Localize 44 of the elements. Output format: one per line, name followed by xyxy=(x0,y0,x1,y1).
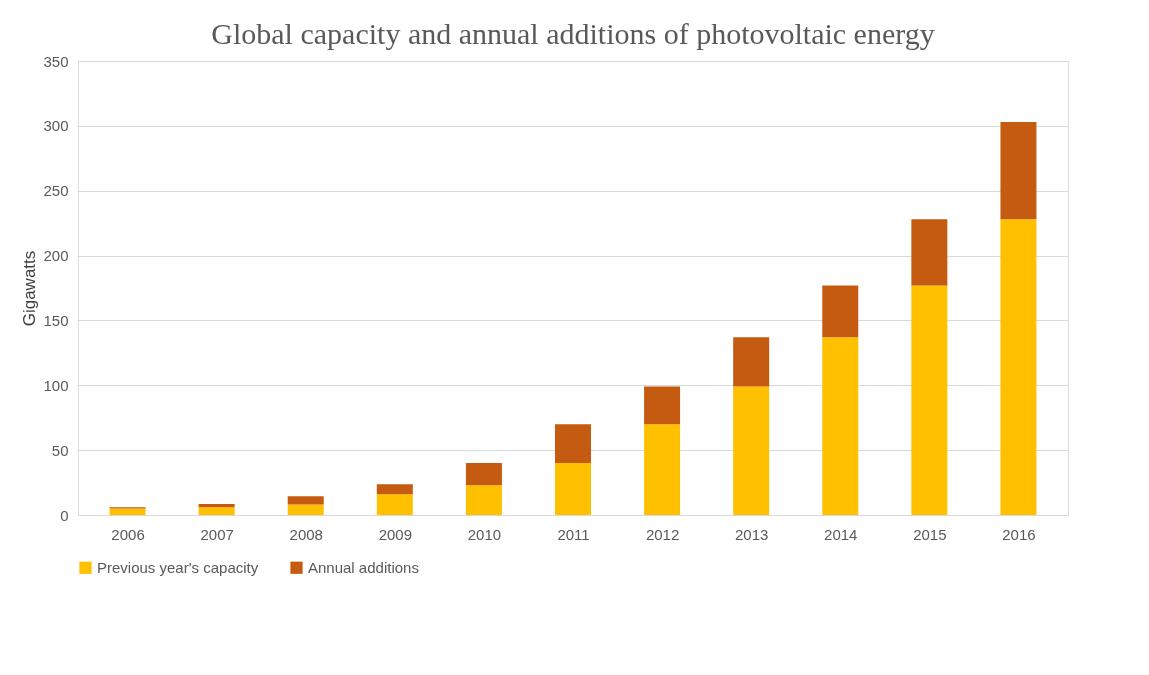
x-tick-label: 2016 xyxy=(1002,525,1036,543)
bar xyxy=(822,285,859,338)
bar xyxy=(644,424,681,515)
y-tick-label: 100 xyxy=(43,376,69,394)
bar xyxy=(109,508,146,515)
x-tick-label: 2006 xyxy=(111,525,145,543)
x-tick-label: 2008 xyxy=(289,525,323,543)
y-tick-label: 250 xyxy=(43,182,69,200)
y-tick-label: 50 xyxy=(51,441,69,459)
x-tick-label: 2010 xyxy=(467,525,502,543)
y-axis-title: Gigawatts xyxy=(20,250,40,327)
bar xyxy=(198,503,235,508)
x-tick-label: 2007 xyxy=(200,525,234,543)
bar xyxy=(376,484,413,495)
y-tick-label: 0 xyxy=(60,506,69,524)
bar xyxy=(465,485,502,515)
bar xyxy=(1000,121,1037,220)
bar xyxy=(287,496,324,505)
bar xyxy=(733,386,770,515)
bar xyxy=(376,494,413,515)
chart-title: Global capacity and annual additions of photovoltaic energy xyxy=(211,17,935,50)
bar xyxy=(733,337,770,387)
y-tick-label: 350 xyxy=(43,52,69,70)
legend-label: Annual additions xyxy=(308,558,419,576)
bar xyxy=(287,504,324,515)
y-tick-label: 300 xyxy=(43,117,69,135)
bar xyxy=(198,507,235,515)
bar xyxy=(465,463,502,486)
x-tick-label: 2009 xyxy=(378,525,413,543)
legend-label: Previous year's capacity xyxy=(97,558,259,576)
x-tick-label: 2011 xyxy=(557,525,590,543)
bar xyxy=(555,463,591,515)
bar xyxy=(1000,219,1037,515)
x-tick-label: 2014 xyxy=(824,525,858,543)
x-tick-label: 2012 xyxy=(645,525,680,543)
y-tick-label: 200 xyxy=(43,247,69,265)
x-tick-label: 2013 xyxy=(734,525,769,543)
bar xyxy=(555,424,591,464)
bar xyxy=(911,219,948,286)
y-tick-label: 150 xyxy=(43,311,69,329)
bar xyxy=(822,337,859,515)
bar xyxy=(644,386,681,425)
x-tick-label: 2015 xyxy=(913,525,947,543)
bar xyxy=(911,285,948,515)
